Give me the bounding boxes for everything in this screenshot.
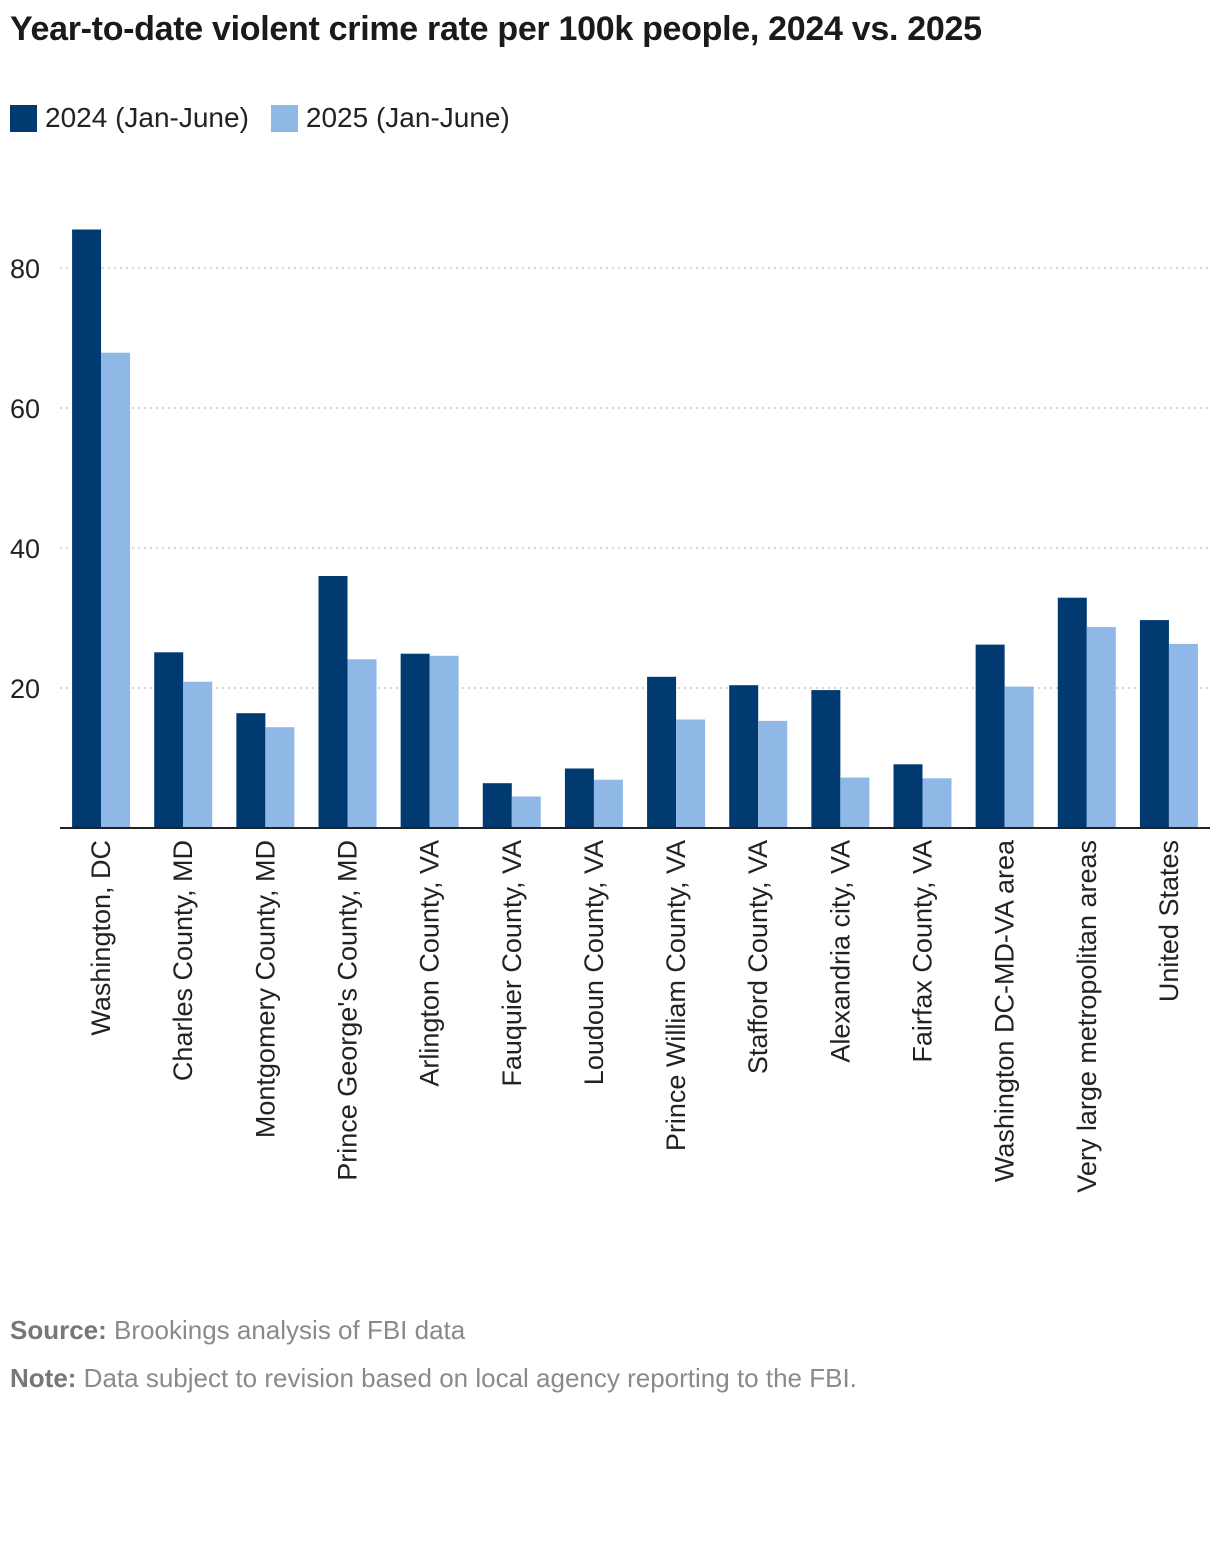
bar-2024 xyxy=(893,764,923,828)
x-tick-label: Prince George's County, MD xyxy=(333,840,363,1181)
x-tick-label: Washington, DC xyxy=(86,840,116,1036)
x-tick-label: Alexandria city, VA xyxy=(825,840,855,1063)
bar-2025 xyxy=(347,659,377,828)
bar-2025 xyxy=(511,796,541,828)
bar-2025 xyxy=(1004,686,1034,828)
bar-2024 xyxy=(236,713,266,828)
bar-2024 xyxy=(1139,620,1169,828)
legend-item-2024: 2024 (Jan-June) xyxy=(10,102,249,134)
x-tick-label: United States xyxy=(1154,840,1184,1002)
note-text: Data subject to revision based on local … xyxy=(83,1363,857,1393)
legend-swatch-2024 xyxy=(10,104,37,132)
legend-item-2025: 2025 (Jan-June) xyxy=(270,102,510,134)
bar-2025 xyxy=(183,681,213,828)
x-tick-label: Arlington County, VA xyxy=(415,840,445,1087)
y-tick-label: 40 xyxy=(10,534,40,564)
y-tick-label: 20 xyxy=(10,674,40,704)
bar-2024 xyxy=(400,653,430,828)
bar-2024 xyxy=(811,690,841,828)
bar-2025 xyxy=(593,779,623,828)
chart-title: Year-to-date violent crime rate per 100k… xyxy=(10,10,982,48)
legend-label-2025: 2025 (Jan-June) xyxy=(305,102,510,133)
legend: 2024 (Jan-June) 2025 (Jan-June) xyxy=(10,102,532,134)
note-line: Note: Data subject to revision based on … xyxy=(10,1354,857,1402)
bar-2024 xyxy=(72,229,102,828)
bar-2025 xyxy=(840,777,870,828)
source-text: Brookings analysis of FBI data xyxy=(114,1315,466,1345)
note-label: Note: xyxy=(10,1363,77,1393)
bar-2024 xyxy=(647,676,677,828)
bar-2025 xyxy=(922,778,952,828)
x-tick-label: Prince William County, VA xyxy=(661,840,691,1151)
bar-chart: 20 40 60 80 Washington, DC Charles County, MD… xyxy=(10,229,1210,1193)
chart-footer: Source: Brookings analysis of FBI data N… xyxy=(10,1306,857,1402)
x-tick-label: Fauquier County, VA xyxy=(497,840,527,1087)
bar-2025 xyxy=(429,655,459,828)
legend-label-2024: 2024 (Jan-June) xyxy=(45,102,249,133)
bar-2025 xyxy=(101,352,131,828)
bar-2024 xyxy=(154,652,184,828)
source-line: Source: Brookings analysis of FBI data xyxy=(10,1306,857,1354)
x-tick-label: Washington DC-MD-VA area xyxy=(990,839,1020,1182)
bar-2024 xyxy=(564,768,594,828)
bar-2024 xyxy=(482,783,512,828)
bar-2025 xyxy=(1168,643,1198,828)
bar-2024 xyxy=(1057,597,1087,828)
bar-2025 xyxy=(758,720,788,828)
bar-2025 xyxy=(1086,627,1116,828)
x-tick-label: Loudoun County, VA xyxy=(579,840,609,1085)
source-label: Source: xyxy=(10,1315,107,1345)
bar-2024 xyxy=(318,576,348,828)
bar-2025 xyxy=(676,719,706,828)
x-tick-label: Charles County, MD xyxy=(168,840,198,1081)
x-tick-label: Very large metropolitan areas xyxy=(1072,840,1102,1193)
y-tick-label: 80 xyxy=(10,254,40,284)
x-tick-label: Stafford County, VA xyxy=(743,840,773,1074)
bar-2025 xyxy=(265,727,295,828)
x-tick-label: Montgomery County, MD xyxy=(250,840,280,1138)
legend-swatch-2025 xyxy=(270,104,298,132)
x-tick-label: Fairfax County, VA xyxy=(908,840,938,1063)
bar-2024 xyxy=(975,644,1005,828)
y-tick-label: 60 xyxy=(10,394,40,424)
bar-2024 xyxy=(729,685,759,828)
